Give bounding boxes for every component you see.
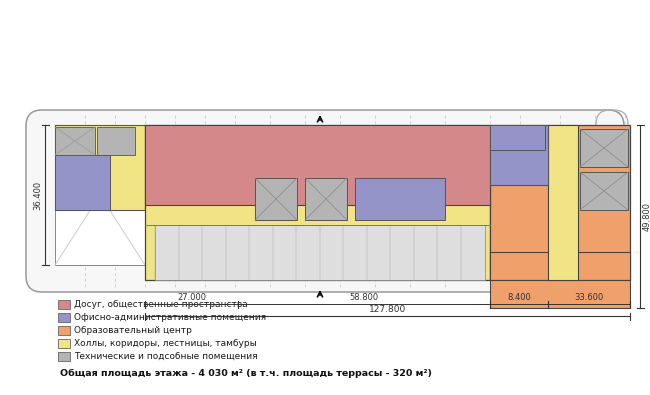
Bar xyxy=(490,125,545,150)
Text: Образовательный центр: Образовательный центр xyxy=(74,326,192,335)
Bar xyxy=(155,225,485,280)
Bar xyxy=(580,129,628,167)
Bar xyxy=(58,300,70,309)
Text: Общая площадь этажа - 4 030 м² (в т.ч. площадь террасы - 320 м²): Общая площадь этажа - 4 030 м² (в т.ч. п… xyxy=(60,369,432,378)
Bar xyxy=(97,127,135,155)
Text: 127.800: 127.800 xyxy=(369,305,406,314)
Bar xyxy=(490,252,630,280)
Bar xyxy=(145,125,490,280)
Bar xyxy=(490,280,630,308)
Text: 49.800: 49.800 xyxy=(643,202,650,231)
Bar xyxy=(58,313,70,322)
Text: Холлы, коридоры, лестницы, тамбуры: Холлы, коридоры, лестницы, тамбуры xyxy=(74,339,257,348)
Text: 8.400: 8.400 xyxy=(507,293,531,302)
Bar xyxy=(58,339,70,348)
Bar xyxy=(58,326,70,335)
Text: Технические и подсобные помещения: Технические и подсобные помещения xyxy=(74,352,257,361)
Bar xyxy=(490,125,548,185)
FancyBboxPatch shape xyxy=(26,110,624,292)
Bar xyxy=(55,155,110,210)
Bar xyxy=(255,178,297,220)
Bar xyxy=(55,125,145,210)
Text: 58.800: 58.800 xyxy=(350,293,378,302)
Bar xyxy=(58,352,70,361)
Bar xyxy=(490,125,630,280)
Text: Досуг, общественные пространства: Досуг, общественные пространства xyxy=(74,300,248,309)
Bar xyxy=(145,125,490,205)
Bar xyxy=(355,178,445,220)
Bar xyxy=(305,178,347,220)
Text: Офисно-административные помещения: Офисно-административные помещения xyxy=(74,313,266,322)
Bar xyxy=(55,127,95,155)
Text: 27.000: 27.000 xyxy=(177,293,206,302)
Bar xyxy=(55,125,145,265)
Bar xyxy=(580,172,628,210)
Text: 36.400: 36.400 xyxy=(33,181,42,210)
Bar xyxy=(548,125,578,280)
Text: 33.600: 33.600 xyxy=(575,293,604,302)
